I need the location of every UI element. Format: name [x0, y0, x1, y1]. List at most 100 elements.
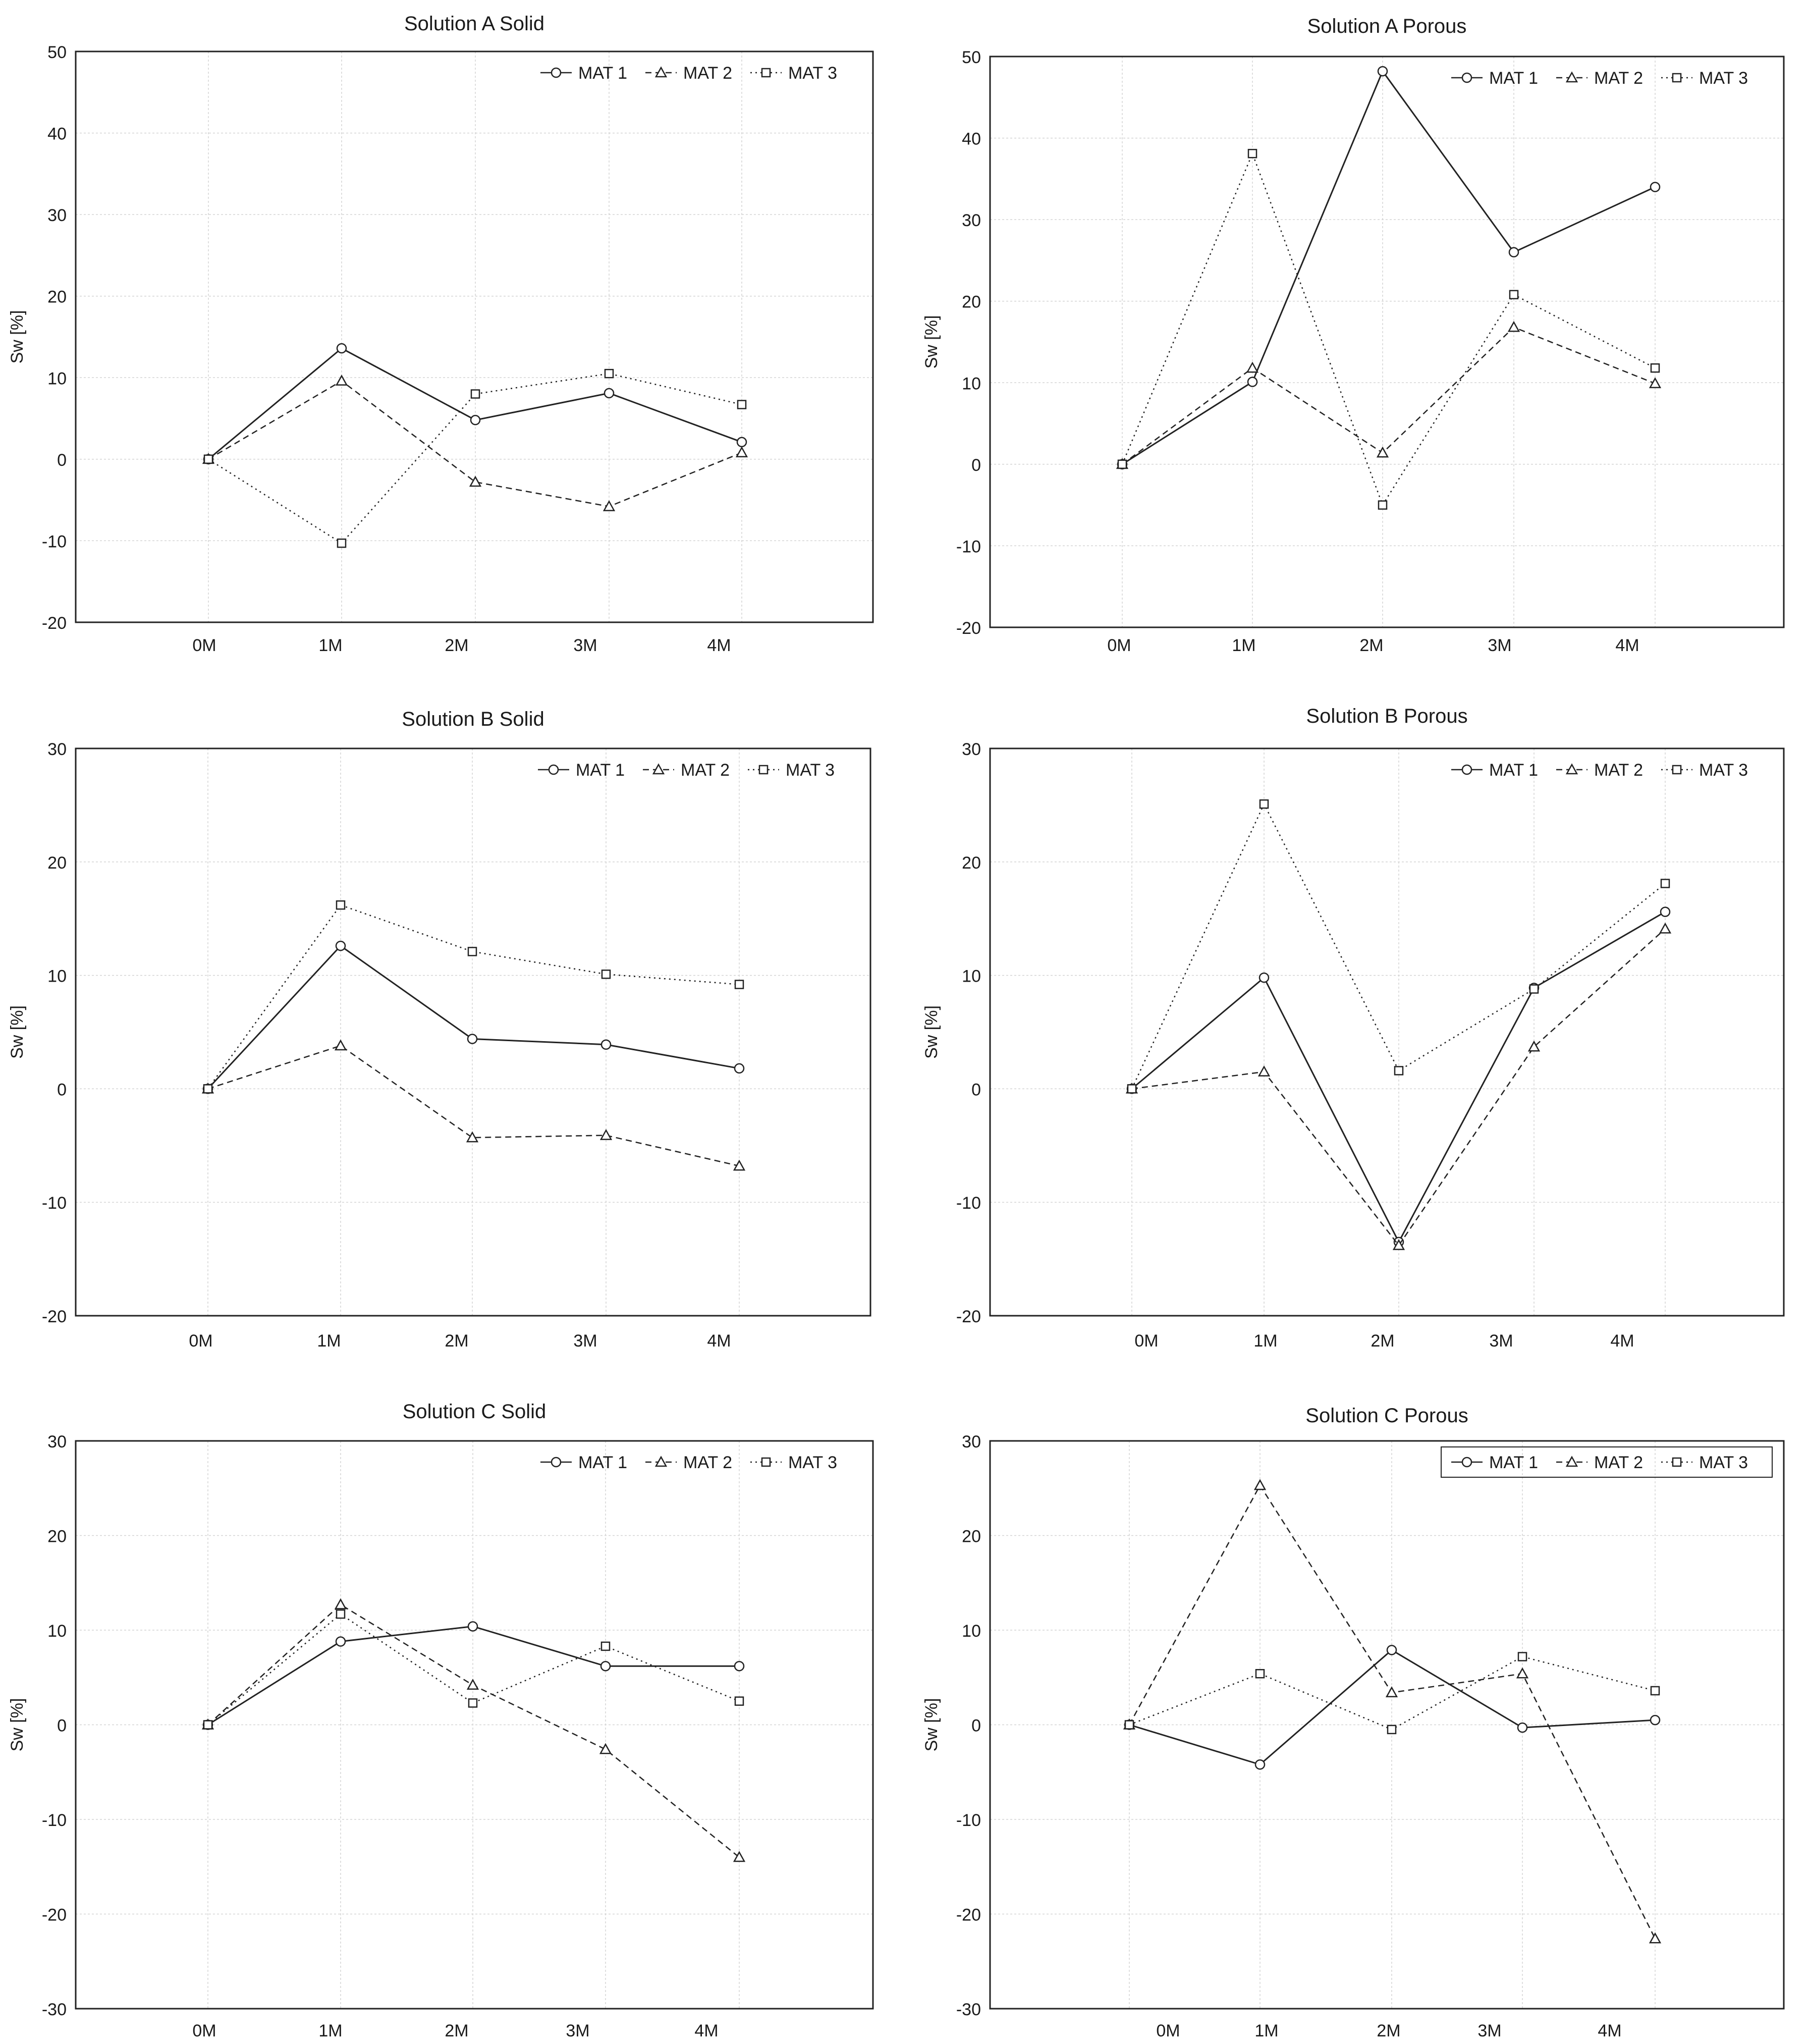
y-tick-label: 30: [962, 1432, 981, 1451]
x-tick-label: 1M: [1254, 2021, 1278, 2040]
y-tick-label: 20: [47, 1527, 67, 1546]
data-point: [467, 947, 477, 956]
x-tick-label: 2M: [1377, 2021, 1400, 2040]
chart-solution-c-solid: Solution C Solid -30 -20 -10 0 10 20 30 Sw [%] 0M…: [8, 1401, 874, 2040]
legend-item-mat-1: MAT 1: [538, 761, 625, 780]
series-mat-1: [1124, 1645, 1661, 1770]
legend: MAT 1 MAT 2 MAT 3: [540, 1453, 837, 1472]
y-tick-label: 0: [57, 1080, 67, 1099]
legend-item-mat-2: MAT 2: [645, 1453, 732, 1472]
legend-item-mat-3: MAT 3: [1661, 69, 1748, 88]
x-tick-label: 0M: [189, 1331, 212, 1351]
series-mat-3: [1117, 149, 1660, 510]
y-tick-label: -10: [42, 1811, 67, 1830]
y-tick-label: -30: [42, 2000, 67, 2019]
x-tick-label: 2M: [445, 636, 468, 655]
legend-label: MAT 2: [683, 1453, 732, 1472]
data-point: [469, 475, 482, 487]
legend-swatch-marker: [1565, 763, 1578, 775]
x-tick-label: 2M: [445, 2021, 468, 2040]
legend-label: MAT 3: [788, 64, 837, 83]
data-point: [466, 1131, 479, 1143]
y-tick-label: -10: [42, 532, 67, 551]
y-tick-label: 10: [47, 1622, 67, 1641]
data-point: [600, 1039, 612, 1050]
chart-title: Solution B Porous: [1306, 705, 1467, 727]
x-tick-label: 4M: [1615, 636, 1639, 655]
legend-label: MAT 2: [1594, 761, 1643, 780]
y-tick-label: 10: [962, 1622, 981, 1641]
y-tick-label: -30: [956, 2000, 981, 2019]
x-tick-label: 3M: [566, 2021, 589, 2040]
y-axis-label: Sw [%]: [922, 1005, 941, 1059]
y-tick-label: 20: [962, 1527, 981, 1546]
legend-label: MAT 2: [1594, 69, 1643, 88]
x-tick-label: 2M: [1359, 636, 1383, 655]
plot-area: [75, 747, 871, 1317]
data-point: [1255, 1669, 1265, 1679]
legend-label: MAT 1: [576, 761, 625, 780]
y-tick-label: 10: [47, 369, 67, 388]
data-point: [1649, 377, 1662, 389]
data-point: [1527, 1040, 1541, 1052]
legend-swatch-marker: [1565, 71, 1578, 83]
x-tick-label: 0M: [192, 2021, 216, 2040]
y-tick-label: 30: [47, 206, 67, 225]
x-tick-label: 3M: [1488, 636, 1511, 655]
series-line: [207, 1045, 740, 1167]
chart-title: Solution A Solid: [404, 13, 544, 35]
data-point: [1507, 320, 1520, 332]
data-point: [734, 1696, 744, 1706]
data-point: [336, 900, 346, 910]
legend-item-mat-3: MAT 3: [750, 1453, 837, 1472]
x-tick-label: 4M: [694, 2021, 718, 2040]
x-tick-label: 4M: [1610, 1331, 1634, 1351]
data-point: [1117, 459, 1127, 469]
x-tick-label: 1M: [318, 2021, 342, 2040]
data-point: [1385, 1686, 1398, 1697]
data-point: [470, 389, 480, 399]
y-tick-label: 0: [971, 456, 981, 475]
y-tick-label: 10: [962, 374, 981, 393]
x-tick-label: 3M: [573, 1331, 597, 1351]
y-tick-label: 0: [57, 451, 67, 470]
series-line: [1122, 70, 1656, 465]
y-tick-label: 20: [962, 293, 981, 312]
chart-solution-b-porous: Solution B Porous -20 -10 0 10 20 30 Sw [%] 0M 1M…: [922, 705, 1785, 1351]
data-point: [1517, 1722, 1528, 1733]
data-point: [1377, 66, 1388, 77]
data-point: [1392, 1239, 1405, 1250]
legend-label: MAT 2: [1594, 1453, 1643, 1472]
data-point: [1254, 1759, 1266, 1770]
data-point: [334, 1039, 347, 1051]
x-tick-label: 3M: [1477, 2021, 1501, 2040]
plot-area: [75, 1440, 874, 2010]
chart-solution-a-porous: Solution A Porous -20 -10 0 10 20 30 40 50 Sw [%]…: [922, 15, 1785, 655]
chart-solution-b-solid: Solution B Solid -20 -10 0 10 20 30 Sw [%] 0M 1M 2…: [8, 708, 871, 1351]
x-tick-label: 2M: [445, 1331, 468, 1351]
data-point: [203, 454, 213, 464]
data-point: [1259, 799, 1269, 809]
legend-label: MAT 3: [786, 761, 835, 780]
chart-title: Solution A Porous: [1307, 15, 1467, 37]
plot-area: [989, 56, 1785, 628]
legend-label: MAT 1: [578, 64, 627, 83]
legend-swatch-marker: [551, 67, 562, 78]
legend-swatch-marker: [1461, 1457, 1472, 1468]
data-point: [1516, 1667, 1529, 1679]
legend-label: MAT 1: [1489, 1453, 1538, 1472]
series-line: [208, 380, 742, 507]
y-tick-label: 30: [962, 740, 981, 759]
data-point: [468, 1698, 478, 1708]
y-tick-label: 40: [47, 125, 67, 144]
data-point: [1376, 446, 1389, 458]
data-point: [600, 1641, 611, 1651]
data-point: [604, 368, 614, 379]
y-tick-label: 20: [47, 288, 67, 307]
legend-item-mat-2: MAT 2: [1556, 1453, 1643, 1472]
plot-area: [989, 1440, 1785, 2010]
y-tick-label: -20: [42, 614, 67, 633]
x-tick-label: 0M: [1156, 2021, 1180, 2040]
series-mat-2: [201, 1598, 746, 1862]
data-point: [467, 1621, 478, 1632]
